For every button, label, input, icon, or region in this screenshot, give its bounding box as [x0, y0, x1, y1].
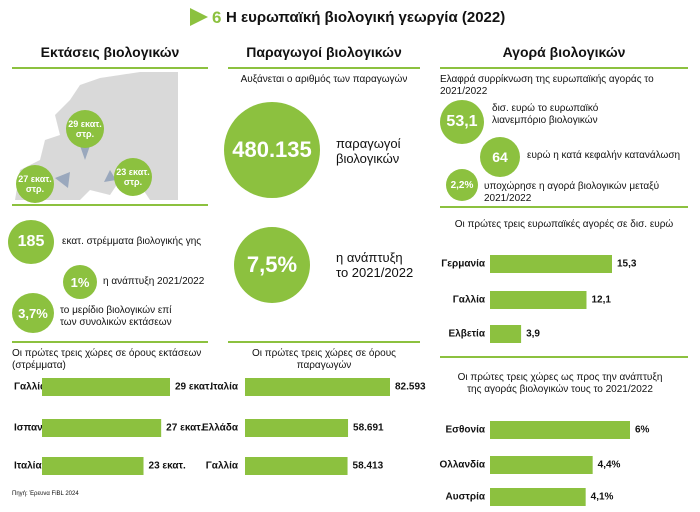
bar: [42, 378, 170, 396]
category-label: Αυστρία: [446, 492, 486, 503]
value-label: 15,3: [617, 259, 637, 270]
stat-text: ευρώ η κατά κεφαλήν κατανάλωση: [527, 150, 681, 161]
stat-value: 480.135: [224, 102, 320, 198]
category-label: Γαλλία: [206, 461, 239, 472]
category-label: Ελλάδα: [202, 423, 239, 434]
bar: [42, 457, 144, 475]
section-title: Αγορά βιολογικών: [502, 44, 626, 60]
category-label: Εσθονία: [445, 425, 485, 436]
category-label: Ιταλία: [210, 382, 238, 393]
stat-text: δισ. ευρώ το ευρωπαϊκό λιανεμπόριο βιολο…: [492, 103, 599, 126]
category-label: Ισπανία: [14, 423, 52, 434]
bar: [245, 378, 390, 396]
stat-text: παραγωγοί βιολογικών: [336, 136, 401, 166]
stat-value: 7,5%: [234, 227, 310, 303]
bar: [490, 421, 630, 439]
page-title: Η ευρωπαϊκή βιολογική γεωργία (2022): [226, 9, 506, 26]
stat-text: εκατ. στρέμματα βιολογικής γης: [62, 236, 202, 247]
stat-text: υποχώρησε η αγορά βιολογικών μεταξύ 2021…: [484, 181, 660, 204]
title-arrow: [190, 8, 208, 26]
stat-value: 185: [8, 220, 54, 264]
dividers: [12, 67, 688, 358]
value-label: 27 εκατ.: [166, 423, 204, 434]
bar: [245, 457, 348, 475]
category-label: Ολλανδία: [440, 460, 486, 471]
source: Πηγή: Έρευνα FiBL 2024: [12, 491, 79, 497]
bar: [490, 255, 612, 273]
stat-text: η ανάπτυξη 2021/2022: [103, 276, 205, 287]
chart-title: Οι πρώτες τρεις χώρες ως προς την ανάπτυ…: [457, 372, 663, 395]
section-number: 6: [212, 8, 222, 27]
bar: [42, 419, 162, 437]
value-label: 4,1%: [591, 492, 614, 503]
stat-value: 2,2%: [446, 169, 478, 201]
stat-value: 1%: [63, 265, 97, 299]
value-label: 29 εκατ.: [175, 382, 213, 393]
stat-text: το μερίδιο βιολογικών επί των συνολικών …: [60, 305, 172, 328]
value-label: 23 εκατ.: [149, 461, 187, 472]
bar: [490, 291, 587, 309]
value-label: 82.593: [395, 382, 426, 393]
value-label: 3,9: [526, 329, 540, 340]
chart-title: Οι πρώτες τρεις χώρες σε όρους εκτάσεων …: [12, 348, 202, 371]
section-subtitle: Αυξάνεται ο αριθμός των παραγωγών: [240, 74, 408, 85]
stat-value: 64: [480, 137, 520, 177]
map-label: 23 εκατ. στρ.: [114, 158, 152, 196]
chart-title: Οι πρώτες τρεις χώρες σε όρους παραγωγών: [252, 348, 396, 371]
section-subtitle: Ελαφρά συρρίκνωση της ευρωπαϊκής αγοράς …: [440, 74, 654, 97]
chart-title: Οι πρώτες τρεις ευρωπαϊκές αγορές σε δισ…: [454, 219, 674, 230]
map-label: 27 εκατ. στρ.: [16, 165, 54, 203]
stat-text: η ανάπτυξη το 2021/2022: [336, 250, 414, 280]
value-label: 58.691: [353, 423, 384, 434]
bar: [490, 325, 522, 343]
section-title: Εκτάσεις βιολογικών: [40, 44, 180, 60]
value-label: 12,1: [591, 295, 611, 306]
stat-value: 3,7%: [12, 293, 54, 333]
value-label: 6%: [635, 425, 650, 436]
value-label: 58.413: [353, 461, 384, 472]
category-label: Γαλλία: [453, 295, 486, 306]
map-label: 29 εκατ. στρ.: [66, 110, 104, 148]
bar: [490, 456, 593, 474]
stat-value: 53,1: [440, 100, 484, 144]
section-title: Παραγωγοί βιολογικών: [246, 44, 402, 60]
bar: [245, 419, 349, 437]
category-label: Γαλλία: [14, 382, 47, 393]
category-label: Ιταλία: [14, 461, 42, 472]
bar: [490, 488, 586, 506]
value-label: 4,4%: [598, 460, 621, 471]
category-label: Γερμανία: [441, 259, 486, 270]
category-label: Ελβετία: [449, 329, 486, 340]
